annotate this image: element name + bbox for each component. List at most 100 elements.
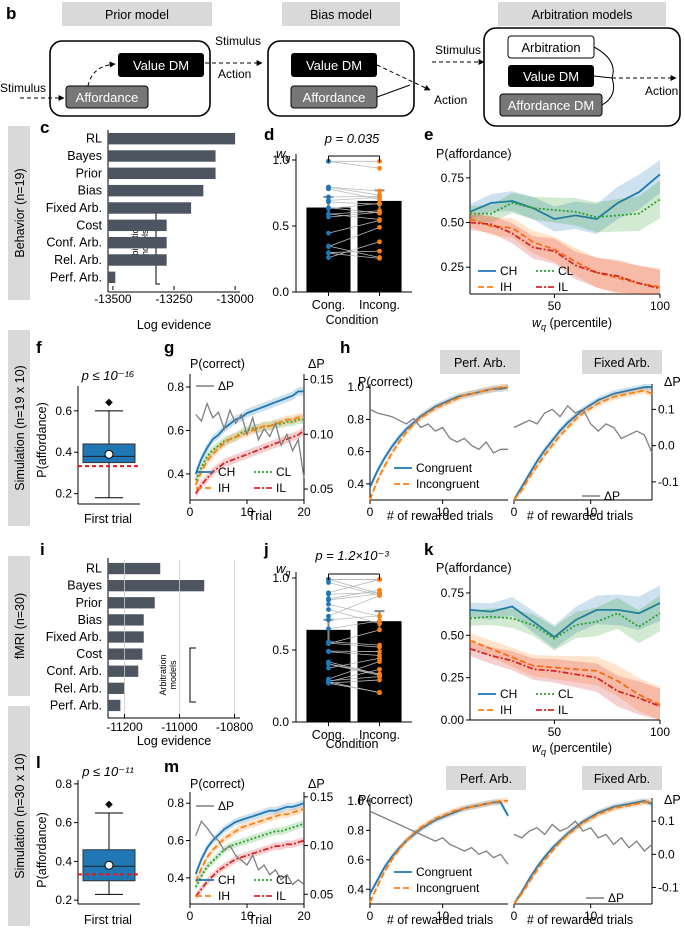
c-pt-cong-7: [326, 205, 331, 211]
m-xlabel-2: # of rewarded trials: [527, 913, 633, 927]
letter-g: h: [340, 338, 350, 357]
f-line-IL-3: [194, 429, 305, 494]
i-pt-cong-22: [326, 648, 331, 654]
c-pair-8: [328, 186, 380, 196]
arb-value-dm: Value DM: [523, 69, 579, 84]
h-arb-label-2: models: [168, 660, 178, 690]
g-legend-label-cong: Congruent: [416, 461, 473, 475]
j-xtick-label-1: 100: [650, 725, 670, 739]
i-pair-4: [328, 641, 380, 646]
j-line-IL-3: [469, 647, 661, 708]
b-bar-6: [108, 236, 167, 249]
i-pt-incong-12: [377, 690, 382, 696]
c-stat: p = 0.035: [324, 131, 380, 146]
j-legend-label-CH: CH: [500, 687, 517, 701]
c-pt-cong-15: [326, 184, 331, 190]
j-ytick-label-0: 0.00: [441, 713, 465, 727]
i-pt-cong-24: [326, 607, 331, 612]
b-xtick-label-0: -13500: [94, 292, 132, 306]
l-ytick-label-2: 0.8: [167, 796, 184, 810]
l-xtick-label-2: 20: [297, 909, 311, 923]
i-ylabel-sub: q: [285, 568, 290, 578]
i-pt-cong-26: [326, 596, 331, 602]
c-pt-incong-9: [377, 195, 382, 200]
f-ylabel: P(correct): [190, 357, 245, 371]
f-line-CL-1: [194, 418, 304, 481]
panel-a-letter: a: [6, 4, 16, 23]
g_perf-line-P-2: [369, 408, 508, 454]
k-mean: [104, 860, 114, 870]
b-label-5: Cost: [76, 218, 102, 232]
m_fixed-line-P-2: [513, 820, 653, 852]
i-pair-0: [328, 593, 380, 601]
letter-i: j: [263, 540, 269, 559]
letter-k: l: [36, 753, 41, 772]
panel-letters: c d e f g h i j k l m: [36, 118, 434, 776]
m_perf-line-Incongruent-1: [369, 800, 508, 903]
f-xtick-label-0: 0: [187, 505, 194, 519]
g_fixed-line-P-2: [513, 404, 653, 454]
m-legend-label-dp: ΔP: [608, 891, 624, 905]
m-legend-label-incong: Incongruent: [416, 881, 480, 895]
panel-d: P(affordance) wq (percentile): [436, 147, 612, 332]
i-pt-incong-18: [377, 644, 382, 650]
c-pt-cong-16: [326, 244, 331, 250]
c-pt-incong-15: [377, 188, 382, 194]
i-pair-7: [328, 603, 380, 617]
c-ylabel: wq: [276, 146, 290, 163]
g_fixed-xtick-label-0: 0: [511, 505, 518, 519]
prior-stimulus-in: Stimulus: [0, 81, 46, 95]
e-xlabel: First trial: [84, 512, 132, 526]
b-label-3: Bias: [78, 184, 102, 198]
m_perf-line-P-2: [369, 810, 509, 865]
c-ylabel-w: w: [276, 146, 287, 161]
c-pt-incong-17: [377, 217, 382, 222]
h-bar-5: [108, 648, 143, 660]
m_perf-ytick-label-3: 1.0: [347, 794, 364, 808]
d-band-1: [470, 180, 660, 233]
d-xtick-label-1: 100: [650, 299, 670, 313]
panel-i: p = 1.2×10⁻³ wq Condition: [276, 548, 389, 751]
c-pair-18: [328, 201, 380, 205]
i-pt-incong-29: [377, 590, 382, 596]
g_perf-ytick-label-0: 0.4: [347, 477, 364, 491]
c-pair-14: [328, 211, 380, 218]
h-bar-4: [108, 631, 144, 643]
i-ytick-label-0: 0.0: [272, 715, 289, 729]
h-label-8: Perf. Arb.: [50, 698, 102, 712]
letter-a: b: [6, 4, 16, 23]
title-bias-model: Bias model: [310, 8, 372, 22]
c-pt-incong-12: [377, 248, 382, 254]
j-xtick-label-0: 50: [548, 725, 562, 739]
letter-c: d: [264, 125, 274, 144]
i-pt-cong-9: [326, 613, 331, 619]
c-pt-incong-13: [377, 165, 382, 171]
c-ytick-label-0: 0.0: [272, 285, 289, 299]
h-xlabel: Log evidence: [137, 734, 211, 748]
d-xlabel: wq (percentile): [532, 316, 612, 332]
i-xlabel: Condition: [326, 737, 379, 751]
m_fixed-line-Incongruent-1: [513, 800, 653, 905]
d-ytick-label-2: 0.75: [441, 171, 465, 185]
i-pt-cong-27: [326, 678, 331, 684]
row-label-sim2: Simulation (n=30 x 10): [13, 753, 27, 878]
f-xtick-label-2: 20: [297, 505, 311, 519]
c-pair-17: [328, 213, 380, 220]
d-line-IL-3: [469, 221, 661, 290]
panel-k: p ≤ 10⁻¹¹ P(affordance) First trial: [35, 764, 134, 927]
panel-e: p ≤ 10⁻¹⁶ P(affordance) First trial: [35, 368, 135, 526]
c-pt-cong-12: [326, 250, 331, 255]
i-pair-19: [328, 657, 380, 669]
g_perf-ytick-label-1: 0.6: [347, 445, 364, 459]
i-xtick-label-0: Cong.: [312, 728, 345, 742]
d-line-CL-1: [470, 198, 661, 219]
j-ylabel: P(affordance): [436, 561, 512, 575]
c-ytick-label-1: 0.5: [272, 219, 289, 233]
i-pair-9: [328, 595, 380, 617]
g-xlabel-2: # of rewarded trials: [527, 509, 633, 523]
f-line-CH-0: [194, 390, 304, 475]
f-xlabel: Trial: [248, 509, 272, 523]
m-perf-title: Perf. Arb.: [460, 772, 512, 786]
g-xlabel-1: # of rewarded trials: [387, 509, 493, 523]
